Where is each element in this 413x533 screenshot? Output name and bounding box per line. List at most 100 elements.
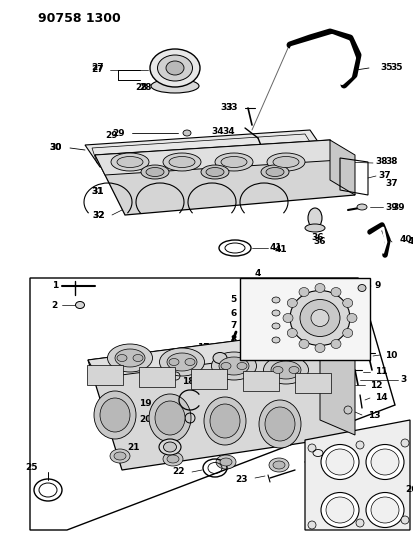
Polygon shape (319, 330, 354, 435)
Text: 7: 7 (230, 321, 236, 330)
Text: 17: 17 (197, 343, 209, 352)
Ellipse shape (110, 449, 130, 463)
Text: 35: 35 (379, 63, 392, 72)
Ellipse shape (271, 310, 279, 316)
Ellipse shape (282, 313, 292, 322)
Ellipse shape (117, 354, 127, 361)
Ellipse shape (212, 352, 226, 364)
Ellipse shape (201, 165, 228, 179)
Ellipse shape (268, 458, 288, 472)
Text: 22: 22 (172, 467, 185, 477)
Ellipse shape (370, 449, 398, 475)
Ellipse shape (314, 343, 324, 352)
Ellipse shape (163, 452, 183, 466)
Ellipse shape (271, 337, 279, 343)
Polygon shape (95, 140, 354, 215)
Ellipse shape (107, 344, 152, 372)
Ellipse shape (163, 153, 201, 171)
Text: 40: 40 (399, 236, 411, 245)
Ellipse shape (287, 298, 297, 308)
Ellipse shape (320, 492, 358, 528)
Text: 4: 4 (254, 269, 261, 278)
Text: 31: 31 (91, 188, 104, 197)
Text: 90758 1300: 90758 1300 (38, 12, 121, 25)
Ellipse shape (325, 497, 353, 523)
Text: 33: 33 (220, 102, 233, 111)
Ellipse shape (304, 224, 324, 232)
Ellipse shape (259, 400, 300, 448)
Ellipse shape (264, 407, 294, 441)
Ellipse shape (298, 340, 308, 349)
Ellipse shape (185, 359, 195, 366)
Ellipse shape (150, 49, 199, 87)
Text: 34: 34 (211, 127, 223, 136)
Text: 41: 41 (274, 246, 287, 254)
Text: 23: 23 (235, 475, 247, 484)
Ellipse shape (310, 310, 328, 327)
Ellipse shape (169, 157, 195, 167)
Text: 13: 13 (367, 410, 380, 419)
Ellipse shape (307, 208, 321, 228)
Ellipse shape (260, 165, 288, 179)
Ellipse shape (100, 398, 130, 432)
Ellipse shape (307, 444, 315, 452)
Text: 37: 37 (384, 179, 396, 188)
Text: 14: 14 (374, 393, 387, 402)
Ellipse shape (75, 302, 84, 309)
Text: 29: 29 (105, 131, 118, 140)
Ellipse shape (307, 521, 315, 529)
Text: 31: 31 (91, 188, 104, 197)
Text: 28: 28 (135, 84, 147, 93)
Ellipse shape (357, 285, 365, 292)
Ellipse shape (271, 297, 279, 303)
Ellipse shape (314, 284, 324, 293)
Ellipse shape (163, 442, 176, 452)
Ellipse shape (117, 157, 142, 167)
Ellipse shape (216, 455, 235, 469)
Ellipse shape (218, 357, 248, 375)
Ellipse shape (271, 361, 300, 379)
Polygon shape (88, 330, 354, 470)
Text: 36: 36 (313, 238, 325, 246)
Text: 27: 27 (91, 62, 104, 71)
Ellipse shape (166, 61, 183, 75)
Ellipse shape (159, 439, 180, 455)
Ellipse shape (271, 323, 279, 329)
Ellipse shape (370, 497, 398, 523)
Ellipse shape (299, 300, 339, 336)
Polygon shape (242, 371, 278, 391)
Ellipse shape (342, 298, 352, 308)
Ellipse shape (166, 353, 197, 371)
Ellipse shape (343, 406, 351, 414)
Ellipse shape (288, 367, 298, 374)
Ellipse shape (320, 445, 358, 480)
Ellipse shape (221, 362, 230, 369)
Ellipse shape (330, 287, 340, 296)
Ellipse shape (298, 287, 308, 296)
Text: 33: 33 (225, 103, 237, 112)
Text: 29: 29 (112, 128, 125, 138)
Ellipse shape (272, 157, 298, 167)
Ellipse shape (149, 394, 190, 442)
Text: 5: 5 (230, 295, 236, 304)
Text: 30: 30 (50, 143, 62, 152)
Ellipse shape (141, 165, 169, 179)
Text: 32: 32 (92, 211, 105, 220)
Ellipse shape (400, 516, 408, 524)
Text: 24: 24 (327, 457, 340, 466)
Ellipse shape (151, 79, 199, 93)
Text: 18: 18 (182, 377, 195, 386)
Ellipse shape (159, 348, 204, 376)
Ellipse shape (115, 349, 145, 367)
Ellipse shape (154, 401, 185, 435)
Text: 32: 32 (92, 211, 105, 220)
Ellipse shape (76, 302, 84, 308)
Ellipse shape (206, 167, 223, 176)
Ellipse shape (114, 452, 126, 460)
Text: 27: 27 (91, 66, 104, 75)
Ellipse shape (133, 354, 142, 361)
Ellipse shape (236, 362, 247, 369)
Polygon shape (87, 365, 123, 385)
Text: 38: 38 (374, 157, 387, 166)
Text: 25: 25 (26, 464, 38, 472)
